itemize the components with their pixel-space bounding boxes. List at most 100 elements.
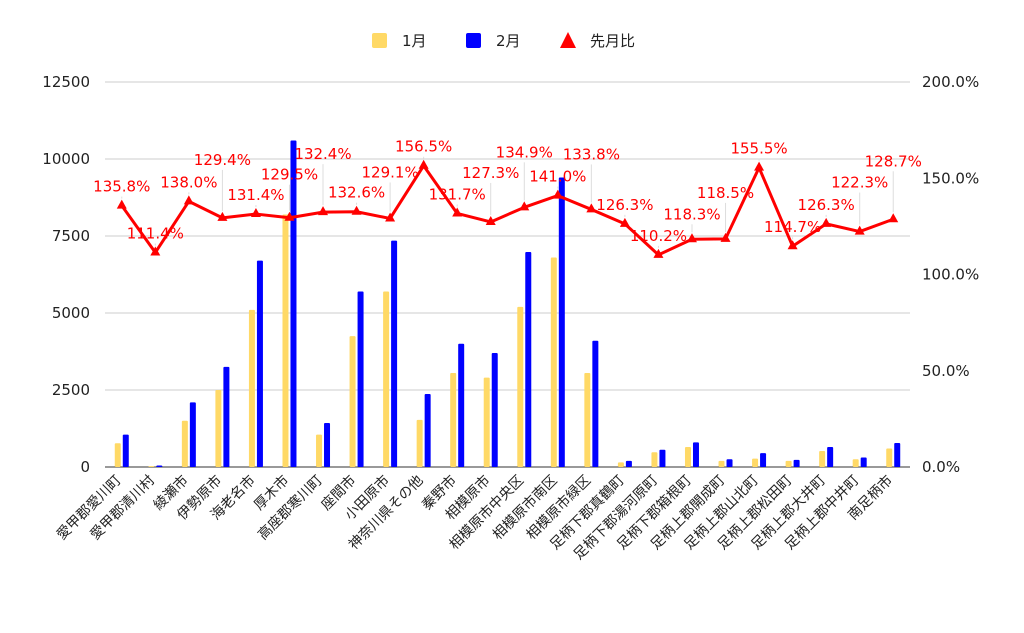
data-label: 134.9% bbox=[496, 143, 553, 161]
bar-jan bbox=[819, 450, 826, 467]
ratio-point-triangle bbox=[250, 208, 261, 218]
bar-feb bbox=[659, 449, 666, 467]
data-label: 118.5% bbox=[697, 184, 754, 202]
y-left-tick-label: 2500 bbox=[52, 381, 90, 399]
bar-jan bbox=[550, 257, 557, 467]
y-right-tick-label: 50.0% bbox=[922, 362, 970, 380]
bar-feb bbox=[290, 140, 297, 467]
bars bbox=[114, 140, 901, 468]
bar-jan bbox=[383, 291, 390, 467]
bar-jan bbox=[584, 373, 591, 467]
bar-jan bbox=[148, 466, 155, 467]
data-label: 110.2% bbox=[630, 227, 687, 245]
ratio-point-triangle bbox=[586, 203, 597, 213]
bar-jan bbox=[617, 462, 624, 467]
bar-jan bbox=[852, 459, 859, 467]
data-label: 111.4% bbox=[127, 225, 184, 243]
ratio-point-triangle bbox=[619, 217, 630, 227]
data-label: 129.5% bbox=[261, 166, 318, 184]
bar-feb bbox=[223, 366, 230, 467]
ratio-point-triangle bbox=[150, 246, 161, 256]
bar-jan bbox=[181, 420, 188, 467]
bar-feb bbox=[424, 394, 431, 467]
bar-jan bbox=[450, 373, 457, 467]
bar-jan bbox=[752, 458, 759, 467]
data-label: 131.7% bbox=[429, 185, 486, 203]
bar-feb bbox=[189, 402, 196, 467]
ratio-point-triangle bbox=[754, 161, 765, 171]
ratio-point-triangle bbox=[318, 206, 329, 216]
bar-feb bbox=[692, 442, 699, 467]
data-label: 126.3% bbox=[596, 196, 653, 214]
y-left-tick-label: 5000 bbox=[52, 304, 90, 322]
bar-feb bbox=[324, 422, 331, 467]
ratio-point-triangle bbox=[720, 232, 731, 242]
bar-jan bbox=[517, 306, 524, 467]
bar-jan bbox=[684, 446, 691, 467]
legend-swatch-jan bbox=[372, 33, 387, 48]
ratio-point-triangle bbox=[888, 213, 899, 223]
ratio-point-triangle bbox=[284, 211, 295, 221]
bar-feb bbox=[592, 340, 599, 467]
y-right-tick-label: 200.0% bbox=[922, 73, 979, 91]
data-label-leaders bbox=[121, 156, 894, 248]
bar-feb bbox=[357, 291, 364, 467]
ratio-point-triangle bbox=[485, 215, 496, 225]
ratio-point-triangle bbox=[418, 159, 429, 169]
data-label: 114.7% bbox=[764, 218, 821, 236]
bar-jan bbox=[316, 434, 323, 467]
data-label: 126.3% bbox=[798, 196, 855, 214]
gridlines bbox=[105, 81, 910, 468]
bar-jan bbox=[718, 460, 725, 467]
ratio-point-triangle bbox=[854, 225, 865, 235]
y-left-tick-label: 12500 bbox=[42, 73, 90, 91]
ratio-point-triangle bbox=[686, 233, 697, 243]
data-label: 133.8% bbox=[563, 145, 620, 163]
y-right-tick-label: 150.0% bbox=[922, 169, 979, 187]
ratio-point-triangle bbox=[552, 189, 563, 199]
bar-feb bbox=[827, 446, 834, 467]
bar-jan bbox=[282, 214, 289, 467]
ratio-point-triangle bbox=[183, 195, 194, 205]
data-label: 138.0% bbox=[160, 173, 217, 191]
bar-feb bbox=[726, 459, 733, 467]
bar-jan bbox=[114, 443, 121, 467]
y-left-tick-label: 0 bbox=[80, 458, 90, 476]
y-left-tick-label: 10000 bbox=[42, 150, 90, 168]
y-right-tick-label: 100.0% bbox=[922, 266, 979, 284]
bar-feb bbox=[256, 260, 263, 467]
ratio-point-triangle bbox=[116, 199, 127, 209]
data-label: 128.7% bbox=[865, 152, 922, 170]
bar-feb bbox=[860, 457, 867, 467]
bar-jan bbox=[416, 419, 423, 467]
y-left-tick-label: 7500 bbox=[52, 227, 90, 245]
ratio-point-triangle bbox=[351, 205, 362, 215]
data-label: 132.6% bbox=[328, 184, 385, 202]
data-label: 118.3% bbox=[663, 205, 720, 223]
data-label: 127.3% bbox=[462, 164, 519, 182]
y-right-tick-label: 0.0% bbox=[922, 458, 960, 476]
ratio-point-triangle bbox=[217, 211, 228, 221]
legend-triangle-icon bbox=[560, 32, 576, 48]
ratio-point-triangle bbox=[821, 217, 832, 227]
bar-feb bbox=[458, 343, 465, 467]
ratio-point-triangle bbox=[653, 248, 664, 258]
bar-feb bbox=[491, 353, 498, 467]
data-label: 131.4% bbox=[227, 186, 284, 204]
bar-jan bbox=[483, 377, 490, 467]
bar-feb bbox=[122, 434, 129, 467]
ratio-line-path bbox=[120, 164, 894, 257]
data-label: 156.5% bbox=[395, 138, 452, 156]
bar-jan bbox=[785, 460, 792, 467]
bar-feb bbox=[558, 177, 565, 468]
legend-label: 先月比 bbox=[590, 32, 635, 50]
bar-jan bbox=[886, 448, 893, 467]
legend-label: 2月 bbox=[496, 32, 521, 50]
bar-feb bbox=[894, 442, 901, 467]
data-label: 155.5% bbox=[730, 140, 787, 158]
legend: 1月 2月 先月比 bbox=[372, 32, 635, 50]
bar-feb bbox=[525, 252, 532, 467]
bar-feb bbox=[625, 460, 632, 467]
bar-jan bbox=[215, 390, 222, 467]
bar-jan bbox=[651, 452, 658, 467]
